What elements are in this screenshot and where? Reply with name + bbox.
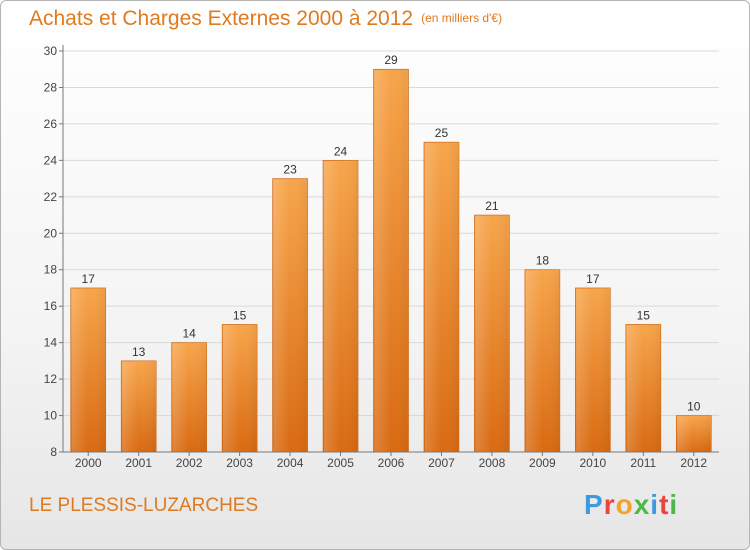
- logo-letter: i: [650, 489, 660, 520]
- data-label: 14: [182, 327, 196, 341]
- x-tick-label: 2001: [125, 456, 152, 470]
- bar-shine: [374, 70, 408, 453]
- bar-shine: [223, 325, 257, 452]
- logo-letter: r: [603, 489, 616, 520]
- bar-shine: [122, 361, 156, 452]
- bar-shine: [324, 161, 358, 452]
- x-tick-label: 2006: [378, 456, 405, 470]
- y-tick-label: 20: [44, 226, 58, 240]
- bar-shine: [424, 143, 458, 453]
- y-tick-label: 26: [44, 117, 58, 131]
- chart-title: Achats et Charges Externes 2000 à 2012 (e…: [29, 7, 502, 31]
- chart-subtitle: (en milliers d'€): [421, 11, 503, 25]
- y-tick-label: 16: [44, 299, 58, 313]
- x-tick-label: 2000: [75, 456, 102, 470]
- y-tick-label: 8: [50, 445, 57, 459]
- y-tick-label: 28: [44, 80, 58, 94]
- bar-shine: [71, 288, 105, 452]
- y-tick-label: 22: [44, 190, 58, 204]
- data-label: 24: [334, 144, 348, 158]
- data-label: 13: [132, 345, 146, 359]
- y-tick-label: 24: [44, 153, 58, 167]
- bar-shine: [677, 416, 711, 452]
- logo-letter: P: [584, 489, 604, 520]
- logo-letter: x: [633, 489, 651, 520]
- x-tick-label: 2002: [176, 456, 203, 470]
- town-name: LE PLESSIS-LUZARCHES: [29, 495, 259, 516]
- y-tick-label: 30: [44, 44, 58, 58]
- data-label: 15: [637, 308, 651, 322]
- x-tick-label: 2011: [630, 456, 656, 470]
- bar-shine: [525, 270, 559, 452]
- chart-title-text: Achats et Charges Externes 2000 à 2012: [29, 7, 414, 30]
- bar-shine: [172, 343, 206, 452]
- data-label: 21: [485, 199, 499, 213]
- x-tick-label: 2009: [529, 456, 556, 470]
- x-tick-label: 2008: [479, 456, 506, 470]
- bar-shine: [626, 325, 660, 452]
- data-label: 18: [536, 254, 550, 268]
- x-tick-label: 2004: [277, 456, 304, 470]
- logo-letter: o: [615, 489, 634, 520]
- y-tick-label: 10: [44, 409, 58, 423]
- logo-letter: i: [669, 489, 679, 520]
- data-label: 17: [82, 272, 96, 286]
- bar-shine: [475, 216, 509, 452]
- x-tick-label: 2012: [680, 456, 707, 470]
- x-tick-label: 2005: [327, 456, 354, 470]
- proxiti-logo[interactable]: Proxiti: [584, 489, 678, 521]
- bar-shine: [273, 179, 307, 452]
- y-tick-label: 12: [44, 372, 58, 386]
- y-tick-label: 18: [44, 263, 58, 277]
- data-label: 25: [435, 126, 449, 140]
- data-label: 15: [233, 308, 247, 322]
- x-tick-label: 2003: [226, 456, 253, 470]
- bar-shine: [576, 288, 610, 452]
- y-tick-label: 14: [44, 336, 58, 350]
- data-label: 10: [687, 400, 701, 414]
- logo-letter: t: [659, 489, 670, 520]
- data-label: 17: [586, 272, 600, 286]
- x-tick-label: 2007: [428, 456, 455, 470]
- x-tick-label: 2010: [579, 456, 606, 470]
- data-label: 23: [283, 163, 297, 177]
- data-label: 29: [384, 53, 398, 67]
